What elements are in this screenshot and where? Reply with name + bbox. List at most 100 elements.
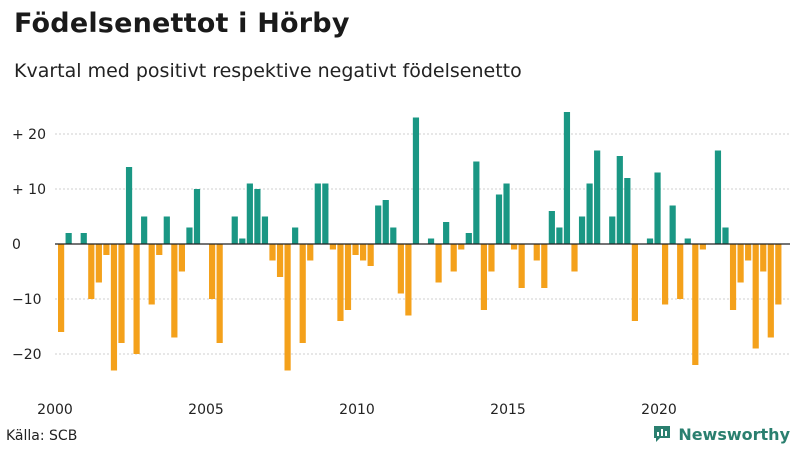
bar <box>284 244 291 371</box>
bar <box>669 205 676 244</box>
bar <box>511 244 518 250</box>
bar <box>352 244 359 255</box>
x-tick-label: 2010 <box>339 402 375 418</box>
bar <box>578 216 586 244</box>
bar <box>503 183 510 244</box>
bar <box>548 211 555 244</box>
bar <box>654 172 661 244</box>
bar <box>616 156 623 244</box>
bar <box>465 233 472 244</box>
bar <box>480 244 487 310</box>
bar <box>473 161 480 244</box>
bar <box>624 178 631 244</box>
bar <box>65 233 72 244</box>
bar <box>767 244 774 338</box>
bar <box>329 244 336 250</box>
bar <box>405 244 412 316</box>
bar <box>533 244 540 261</box>
bar <box>518 244 525 288</box>
bar <box>322 183 329 244</box>
bar <box>677 244 684 299</box>
bar <box>367 244 374 266</box>
bar <box>586 183 593 244</box>
chart-subtitle: Kvartal med positivt respektive negativt… <box>14 60 522 82</box>
bar <box>488 244 495 272</box>
bar <box>95 244 102 283</box>
bar <box>699 244 706 250</box>
bar <box>156 244 163 255</box>
bar <box>714 150 722 244</box>
bar <box>58 244 65 332</box>
bar <box>662 244 669 305</box>
bar <box>171 244 178 338</box>
bar <box>269 244 276 261</box>
bar <box>133 244 140 354</box>
bar <box>276 244 284 277</box>
bar <box>684 238 691 244</box>
y-tick-label: 0 <box>12 237 21 253</box>
bar <box>231 216 238 244</box>
brand-chart-icon <box>654 426 671 442</box>
bar <box>541 244 548 288</box>
x-tick-label: 2005 <box>188 402 224 418</box>
source-note: Källa: SCB <box>6 428 78 444</box>
bar <box>450 244 457 272</box>
bar <box>745 244 752 261</box>
bar <box>382 200 389 244</box>
bar <box>729 244 737 310</box>
bar <box>125 167 133 244</box>
bar <box>390 227 397 244</box>
bar <box>563 112 571 244</box>
bar <box>435 244 442 283</box>
bar <box>722 227 729 244</box>
bar <box>307 244 314 261</box>
bar <box>239 238 246 244</box>
bar <box>299 244 306 343</box>
bar <box>594 150 601 244</box>
bar <box>261 216 269 244</box>
x-tick-label: 2000 <box>37 402 73 418</box>
x-tick-label: 2020 <box>641 402 677 418</box>
bar <box>495 194 503 244</box>
bar <box>163 216 170 244</box>
bar <box>752 244 759 349</box>
bar <box>337 244 344 321</box>
y-tick-label: −10 <box>12 292 42 308</box>
bar <box>141 216 148 244</box>
bar <box>458 244 465 250</box>
bar <box>246 183 253 244</box>
axis-layer: + 20 + 10 0 −10 −20 2000 2005 2010 2015 2020 <box>12 127 790 418</box>
bar <box>609 216 616 244</box>
bar <box>216 244 223 343</box>
bar <box>344 244 352 310</box>
bar <box>397 244 404 294</box>
bar <box>443 222 450 244</box>
bar <box>110 244 118 371</box>
bar <box>88 244 95 299</box>
bar <box>80 233 87 244</box>
bar <box>314 183 321 244</box>
bar <box>631 244 638 321</box>
y-tick-label: + 20 <box>12 127 46 143</box>
bar <box>692 244 699 365</box>
bar <box>193 189 201 244</box>
brand-name: Newsworthy <box>678 424 790 444</box>
bar <box>571 244 578 272</box>
y-tick-label: + 10 <box>12 182 46 198</box>
bar <box>254 189 261 244</box>
bar <box>209 244 216 299</box>
bar <box>556 227 563 244</box>
bar <box>118 244 125 343</box>
chart-title: Födelsenettot i Hörby <box>14 8 350 39</box>
bar <box>292 227 299 244</box>
bar <box>375 205 382 244</box>
bar <box>178 244 185 272</box>
bar <box>646 238 654 244</box>
bar <box>360 244 367 261</box>
bar <box>103 244 110 255</box>
bar-layer <box>58 112 782 371</box>
y-tick-label: −20 <box>12 347 42 363</box>
x-tick-label: 2015 <box>490 402 526 418</box>
bar <box>412 117 420 244</box>
